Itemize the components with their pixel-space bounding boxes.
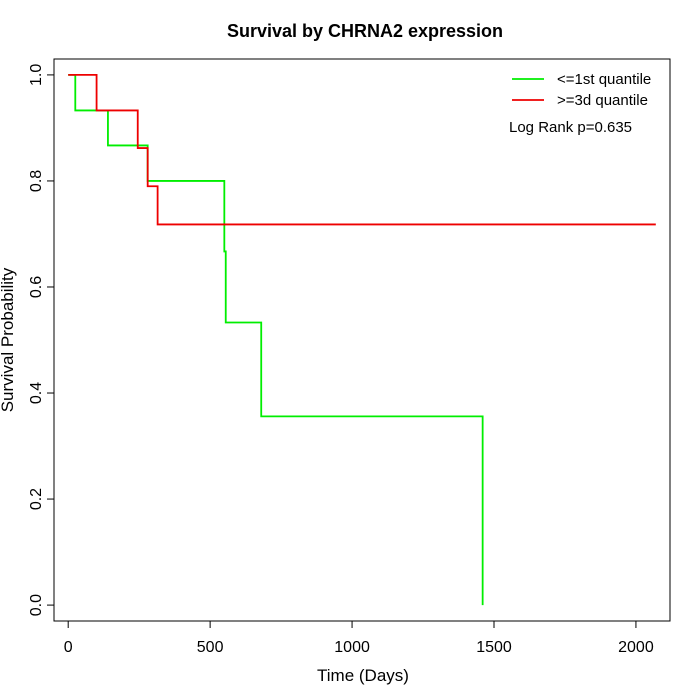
x-tick-label: 1000 xyxy=(334,639,370,656)
y-tick-label: 0.4 xyxy=(28,382,45,404)
series-line-2 xyxy=(68,74,656,226)
legend: <=1st quantile >=3d quantile xyxy=(512,71,651,109)
y-tick-label: 1.0 xyxy=(28,64,45,86)
legend-label-1: <=1st quantile xyxy=(557,71,651,88)
legend-label-2: >=3d quantile xyxy=(557,92,648,109)
series-line-1 xyxy=(68,74,484,606)
x-tick-label: 1500 xyxy=(476,639,512,656)
y-tick-label: 0.0 xyxy=(28,594,45,616)
x-axis-label: Time (Days) xyxy=(317,666,409,685)
log-rank-annotation: Log Rank p=0.635 xyxy=(509,119,632,136)
series-layer xyxy=(68,74,656,606)
axes-group: 0 500 1000 1500 2000 0.0 0.2 0.4 0.6 0.8 1.0 xyxy=(28,64,654,656)
y-tick-label: 0.6 xyxy=(28,276,45,298)
x-tick-label: 500 xyxy=(197,639,224,656)
x-tick-label: 0 xyxy=(64,639,73,656)
x-tick-label: 2000 xyxy=(618,639,654,656)
chart-title: Survival by CHRNA2 expression xyxy=(227,21,503,41)
y-axis-label: Survival Probability xyxy=(0,267,17,412)
y-tick-label: 0.8 xyxy=(28,170,45,192)
y-tick-label: 0.2 xyxy=(28,488,45,510)
